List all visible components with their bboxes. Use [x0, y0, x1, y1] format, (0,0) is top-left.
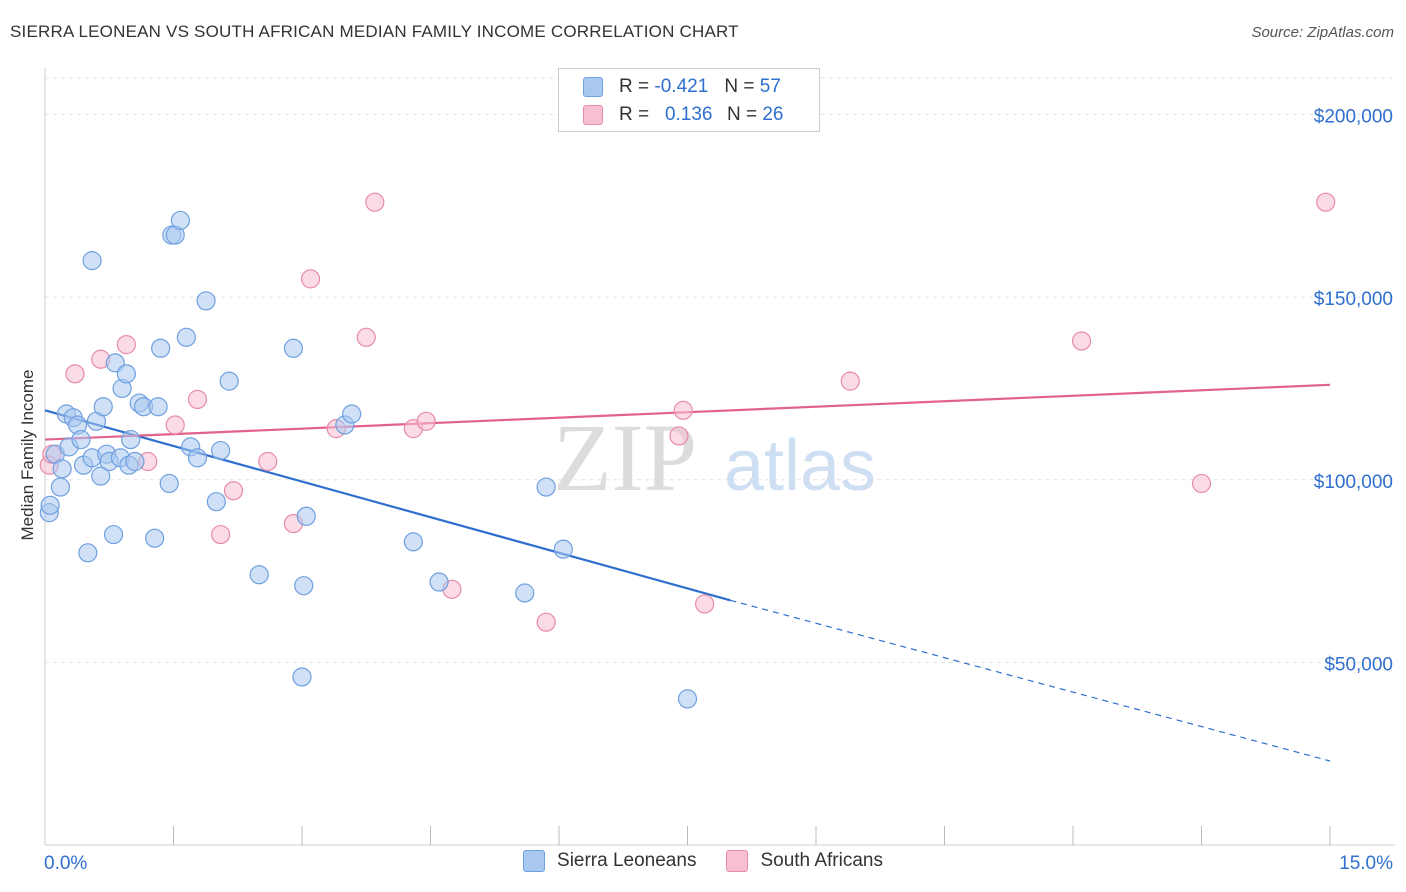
point-sierra-leonean: [536, 477, 556, 497]
legend-row-sierra-leoneans: R = -0.421 N = 57: [583, 73, 781, 101]
point-south-african: [65, 364, 85, 384]
point-sierra-leonean: [148, 397, 168, 417]
point-sierra-leonean: [403, 532, 423, 552]
x-tick-label: 0.0%: [44, 853, 87, 874]
legend-label: South Africans: [760, 850, 883, 871]
point-south-african: [1316, 192, 1336, 212]
point-south-african: [165, 415, 185, 435]
y-tick-label: $100,000: [1314, 472, 1393, 493]
point-south-african: [1071, 331, 1092, 351]
n-value: 57: [759, 76, 781, 97]
point-sierra-leonean: [52, 459, 72, 479]
grid-lines: [45, 77, 1395, 663]
point-south-african: [416, 411, 436, 431]
legend-label: Sierra Leoneans: [557, 850, 697, 871]
point-sierra-leonean: [296, 506, 316, 526]
point-sierra-leonean: [283, 338, 304, 358]
point-south-african: [673, 400, 693, 420]
point-sierra-leonean: [292, 667, 312, 687]
point-south-african: [300, 269, 321, 289]
point-sierra-leonean: [71, 429, 91, 450]
r-label: R =: [619, 76, 650, 97]
watermark-atlas: atlas: [724, 426, 876, 506]
n-label: N =: [726, 104, 758, 125]
point-sierra-leonean: [82, 251, 102, 271]
r-value: -0.421: [654, 76, 709, 97]
point-sierra-leonean: [187, 448, 208, 468]
point-south-african: [695, 594, 715, 614]
point-sierra-leonean: [677, 689, 698, 709]
point-sierra-leonean: [103, 524, 124, 545]
point-sierra-leonean: [170, 210, 190, 231]
source-label: Source: ZipAtlas.com: [1251, 24, 1394, 41]
point-sierra-leonean: [196, 291, 216, 311]
y-axis-label: Median Family Income: [18, 369, 37, 540]
chart-title: SIERRA LEONEAN VS SOUTH AFRICAN MEDIAN F…: [10, 22, 739, 41]
y-tick-label: $50,000: [1324, 654, 1393, 675]
r-label: R =: [619, 104, 650, 125]
point-sierra-leonean: [342, 404, 362, 424]
legend-swatch: [583, 77, 603, 97]
legend-swatch: [583, 105, 603, 125]
point-sierra-leonean: [121, 429, 141, 450]
point-sierra-leonean: [145, 528, 165, 548]
point-sierra-leonean: [515, 583, 535, 603]
point-south-african: [365, 192, 385, 212]
trend-line-sierra-leoneans-extension: [730, 599, 1331, 762]
point-south-african: [356, 327, 376, 347]
point-sierra-leonean: [78, 543, 98, 563]
point-sierra-leonean: [176, 327, 196, 347]
point-south-african: [223, 481, 244, 501]
point-south-african: [840, 371, 860, 391]
point-south-african: [1191, 473, 1212, 494]
point-sierra-leonean: [206, 492, 226, 512]
point-south-african: [536, 612, 556, 632]
point-south-african: [258, 451, 278, 472]
stats-legend: R = -0.421 N = 57 R = 0.136 N = 26: [558, 68, 820, 132]
point-sierra-leonean: [93, 397, 113, 417]
legend-swatch: [726, 850, 749, 872]
point-south-african: [669, 426, 689, 446]
trend-line-sierra-leoneans: [44, 409, 731, 602]
n-value: 26: [762, 104, 784, 125]
legend-row-south-africans: R = 0.136 N = 26: [583, 101, 783, 129]
y-tick-label: $150,000: [1314, 289, 1393, 310]
point-south-african: [187, 389, 208, 410]
point-sierra-leonean: [294, 576, 314, 596]
point-sierra-leonean: [116, 364, 136, 384]
point-sierra-leonean: [40, 495, 60, 515]
watermark-zip: ZIP: [553, 404, 697, 511]
y-tick-label: $200,000: [1314, 107, 1393, 128]
point-sierra-leonean: [125, 451, 145, 472]
axes: [44, 68, 1395, 846]
point-sierra-leonean: [211, 440, 231, 461]
point-south-african: [116, 335, 136, 355]
point-sierra-leonean: [50, 477, 71, 497]
series-legend: Sierra Leoneans South Africans: [0, 850, 1406, 872]
point-sierra-leonean: [159, 473, 179, 494]
r-value: 0.136: [664, 104, 713, 125]
x-tick-label: 15.0%: [1339, 853, 1393, 874]
legend-swatch: [523, 850, 546, 872]
legend-item-sierra-leoneans[interactable]: Sierra Leoneans: [523, 850, 696, 872]
watermark: ZIP atlas: [553, 404, 876, 511]
point-sierra-leonean: [553, 539, 573, 559]
legend-item-south-africans[interactable]: South Africans: [726, 850, 883, 872]
n-label: N =: [724, 76, 755, 97]
point-sierra-leonean: [249, 565, 269, 585]
point-sierra-leonean: [91, 466, 111, 486]
point-sierra-leonean: [151, 338, 171, 358]
point-sierra-leonean: [429, 572, 449, 592]
point-sierra-leonean: [219, 371, 239, 391]
tick-labels: $50,000 $100,000 $150,000 $200,000 0.0% 15.0%: [44, 107, 1393, 874]
point-south-african: [211, 524, 231, 545]
data-points: [39, 192, 1336, 709]
